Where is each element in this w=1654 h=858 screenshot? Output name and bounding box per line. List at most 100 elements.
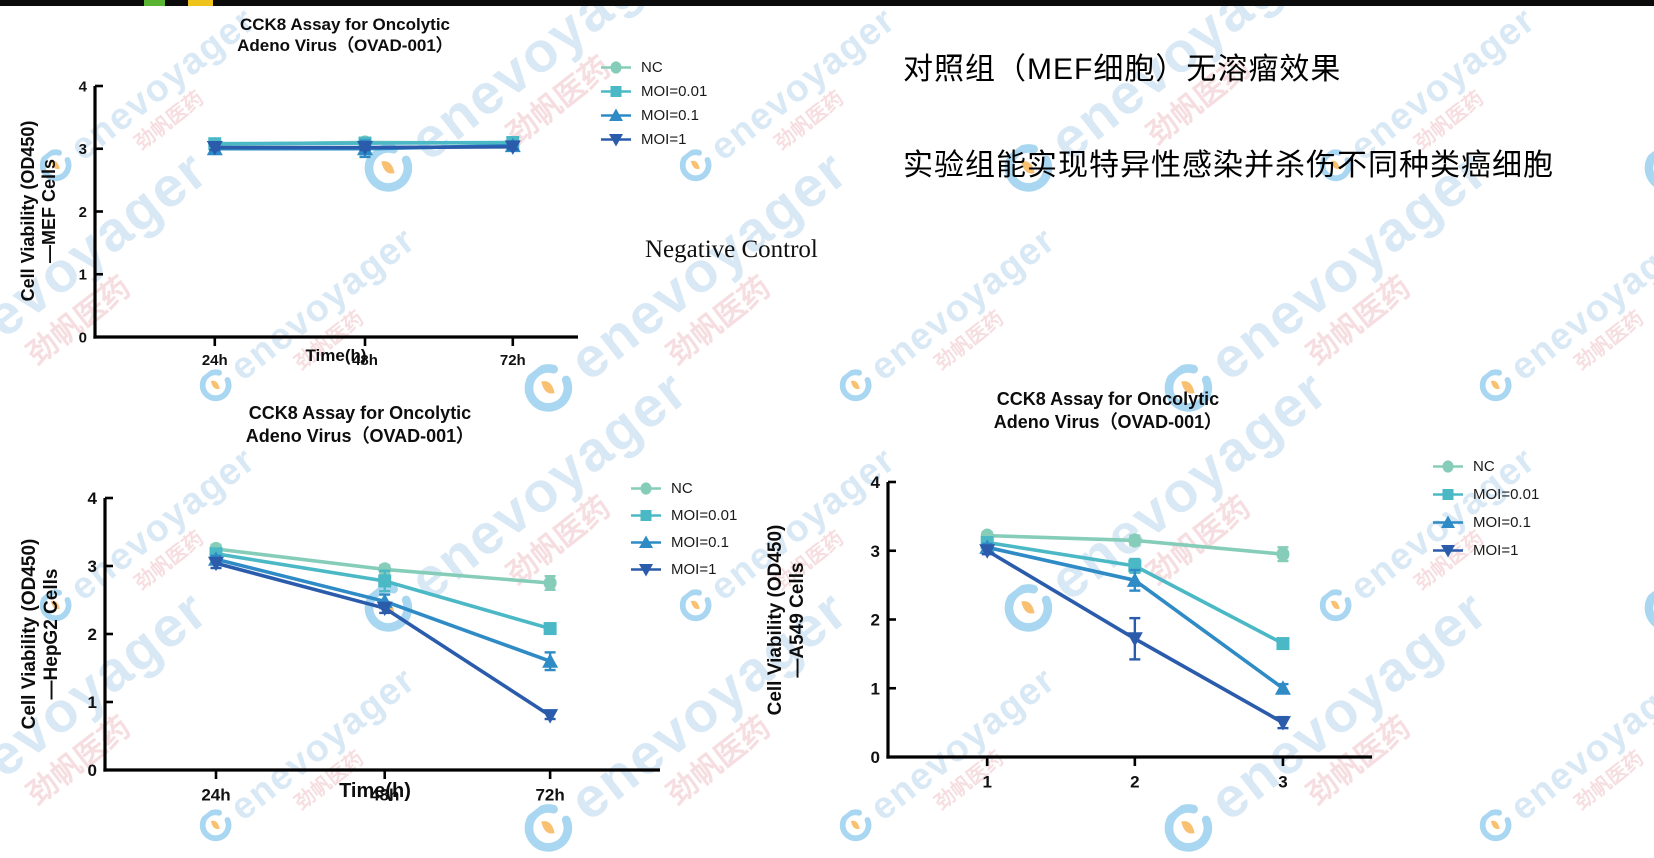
- watermark-logo-icon: [679, 149, 712, 182]
- series-MOI=1: [979, 544, 1291, 731]
- triangle-up-legend-marker-icon: [601, 108, 631, 121]
- legend-label: NC: [641, 59, 663, 76]
- circle-marker-icon: [543, 575, 557, 591]
- watermark-brand-text: enevoyager: [702, 0, 904, 169]
- triangle-up-marker-icon: [609, 108, 623, 121]
- triangle-up-marker-icon: [542, 653, 559, 668]
- legend: NC MOI=0.01 MOI=0.1 MOI=1: [630, 480, 737, 578]
- x-tick-label: 48h: [370, 785, 399, 804]
- triangle-up-marker-icon: [639, 535, 653, 548]
- x-tick-label: 72h: [500, 352, 526, 369]
- legend-item: MOI=1: [630, 561, 737, 578]
- legend-item: MOI=1: [1432, 542, 1539, 559]
- triangle-down-legend-marker-icon: [631, 564, 661, 577]
- y-tick-label: 2: [88, 625, 97, 644]
- square-marker-icon: [1276, 637, 1290, 651]
- axes: 0 1 2 3 4 1 2 3: [871, 473, 1372, 791]
- triangle-down-legend-marker-icon: [601, 134, 631, 147]
- legend-label: NC: [1473, 458, 1495, 475]
- series-NC: [980, 528, 1290, 563]
- x-axis-title: Time(h): [339, 780, 411, 802]
- circle-legend-marker-icon: [1433, 460, 1463, 473]
- y-tick-label: 4: [871, 473, 881, 492]
- top-border-bar: [0, 0, 1654, 6]
- circle-marker-icon: [1442, 460, 1454, 473]
- chart-a549: CCK8 Assay for Oncolytic Adeno Virus（OVA…: [750, 380, 1654, 810]
- triangle-down-marker-icon: [1274, 716, 1291, 731]
- y-tick-label: 1: [88, 693, 97, 712]
- x-tick-label: 3: [1278, 772, 1287, 791]
- a549-plot-area: 0 1 2 3 4 1 2 3: [871, 473, 1372, 791]
- watermark-brand-text: enevoyager: [1502, 218, 1654, 389]
- y-tick-label: 4: [88, 489, 98, 508]
- triangle-down-marker-icon: [542, 709, 559, 724]
- chart-mef: CCK8 Assay for Oncolytic Adeno Virus（OVA…: [0, 0, 707, 385]
- legend-label: MOI=0.01: [1473, 486, 1540, 503]
- triangle-down-marker-icon: [1441, 545, 1455, 558]
- legend-item: MOI=0.1: [630, 534, 737, 551]
- y-tick-label: 1: [79, 267, 87, 284]
- square-legend-marker-icon: [631, 510, 661, 521]
- x-tick-label: 2: [1130, 772, 1139, 791]
- watermark-cn-text: 劲帆医药: [1570, 306, 1648, 375]
- y-tick-label: 0: [79, 329, 87, 346]
- circle-marker-icon: [640, 482, 652, 495]
- watermark-cn-text: 劲帆医药: [930, 306, 1008, 375]
- triangle-down-marker-icon: [504, 140, 521, 155]
- x-tick-label: 72h: [535, 785, 564, 804]
- triangle-down-marker-icon: [208, 556, 224, 572]
- legend-label: MOI=1: [641, 131, 687, 148]
- annotation-control-group: 对照组（MEF细胞）无溶瘤效果: [903, 53, 1342, 86]
- x-axis-title: Time(h): [305, 346, 367, 365]
- legend-label: MOI=0.01: [641, 83, 708, 100]
- triangle-up-legend-marker-icon: [1433, 515, 1463, 528]
- y-tick-label: 0: [88, 761, 97, 780]
- negative-control-caption: Negative Control: [645, 236, 818, 263]
- y-tick-label: 3: [79, 141, 87, 158]
- y-tick-label: 0: [871, 748, 880, 767]
- watermark-cn-text: 劲帆医药: [660, 270, 777, 372]
- axes: 0 1 2 3 4 24h 48h 72h: [88, 489, 660, 804]
- watermark-logo-icon: [839, 809, 872, 842]
- mef-plot-area: 0 1 2 3 4 24h 48h 72h: [79, 78, 578, 369]
- y-tick-label: 3: [88, 557, 97, 576]
- top-bar-yellow-segment: [188, 0, 213, 6]
- chart-title: CCK8 Assay for Oncolytic Adeno Virus（OVA…: [245, 403, 475, 446]
- triangle-down-marker-icon: [639, 564, 653, 577]
- legend-item: MOI=1: [600, 131, 707, 148]
- x-tick-label: 24h: [202, 352, 228, 369]
- legend-item: MOI=0.01: [600, 83, 707, 100]
- circle-legend-marker-icon: [631, 482, 661, 495]
- legend: NC MOI=0.01 MOI=0.1 MOI=1: [1432, 458, 1539, 559]
- circle-marker-icon: [378, 562, 392, 577]
- legend-item: NC: [630, 480, 737, 497]
- x-tick-label: 24h: [201, 785, 230, 804]
- legend-label: NC: [671, 480, 693, 497]
- legend-label: MOI=0.01: [671, 507, 738, 524]
- square-marker-icon: [378, 574, 392, 588]
- circle-marker-icon: [610, 61, 622, 74]
- triangle-up-legend-marker-icon: [631, 535, 661, 548]
- watermark-logo-icon: [1644, 144, 1654, 192]
- y-tick-label: 1: [871, 679, 880, 698]
- axes: 0 1 2 3 4 24h 48h 72h: [79, 78, 578, 369]
- annotation-experiment-group: 实验组能实现特异性感染并杀伤不同种类癌细胞: [903, 149, 1554, 182]
- triangle-down-marker-icon: [1126, 632, 1143, 647]
- triangle-up-marker-icon: [1441, 515, 1455, 528]
- triangle-down-marker-icon: [979, 544, 996, 559]
- triangle-up-marker-icon: [1274, 680, 1291, 695]
- hepg2-plot-area: 0 1 2 3 4 24h 48h 72h: [88, 489, 660, 804]
- watermark-cn-text: 劲帆医药: [1300, 270, 1417, 372]
- x-tick-label: 1: [982, 772, 991, 791]
- top-bar-green-segment: [144, 0, 165, 6]
- circle-legend-marker-icon: [601, 61, 631, 74]
- y-tick-label: 4: [79, 78, 88, 95]
- circle-marker-icon: [1128, 533, 1142, 548]
- watermark-brand-text: enevoyager: [862, 218, 1064, 389]
- y-tick-label: 3: [871, 542, 880, 561]
- square-marker-icon: [543, 622, 557, 636]
